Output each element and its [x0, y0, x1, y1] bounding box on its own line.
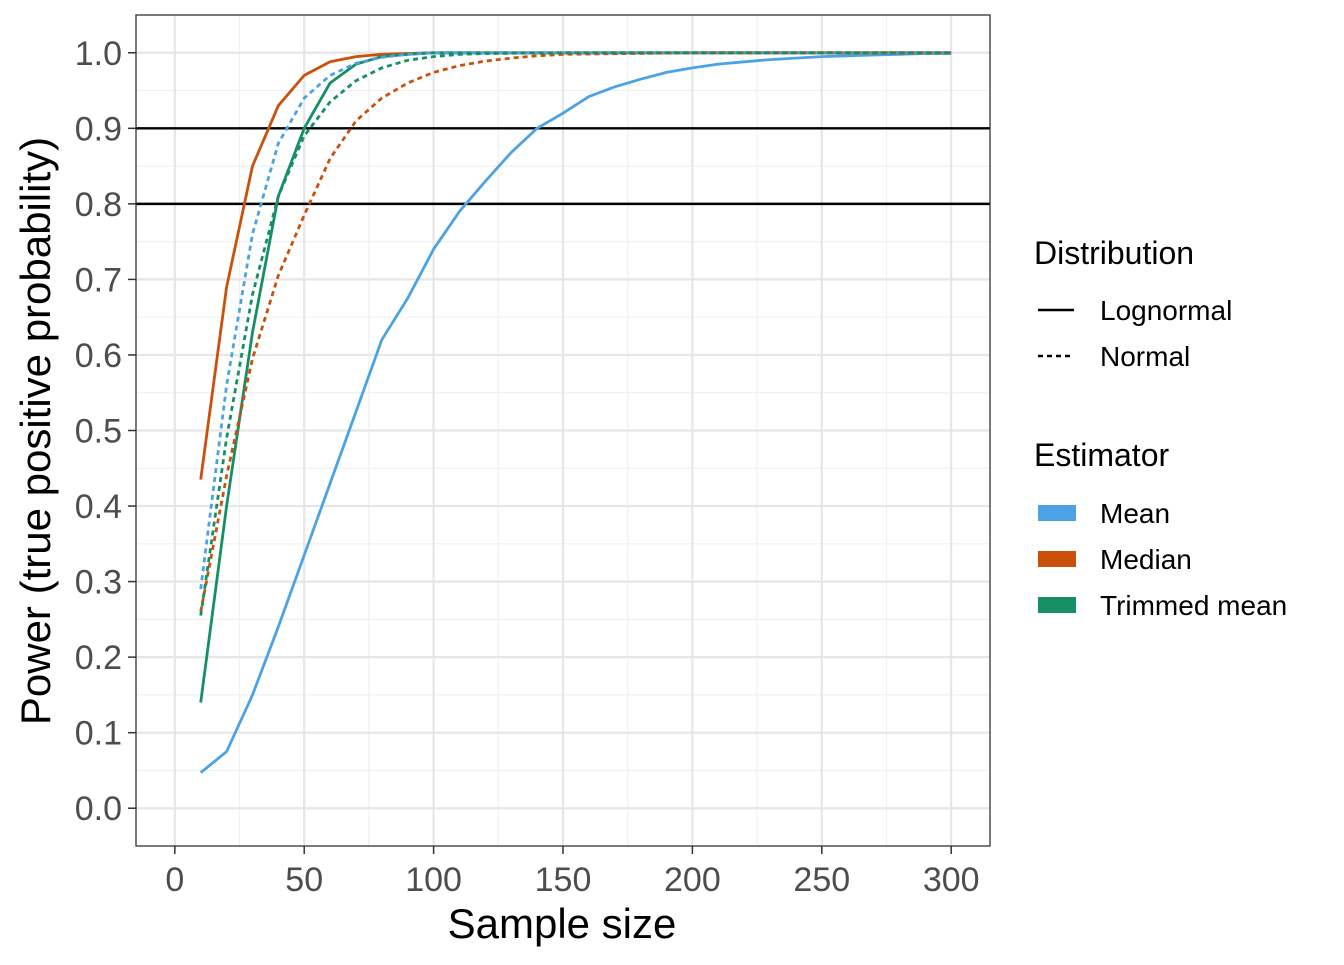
y-axis: 0.0 0.1 0.2 0.3 0.4 0.5 0.6 0.7 0.8 0.9 1.0	[75, 35, 136, 828]
y-tick-label: 0.1	[75, 715, 122, 753]
series-lines	[199, 51, 952, 774]
legend-key-trimmed-mean	[1038, 597, 1076, 613]
x-tick-label: 100	[405, 861, 462, 899]
legend-label: Mean	[1100, 498, 1170, 529]
x-tick-label: 150	[535, 861, 592, 899]
y-tick-label: 0.2	[75, 639, 122, 677]
x-axis-title: Sample size	[448, 900, 677, 947]
x-tick-label: 300	[923, 861, 980, 899]
y-tick-label: 0.8	[75, 186, 122, 224]
reference-lines	[136, 127, 990, 206]
y-axis-title: Power (true positive probability)	[12, 137, 59, 725]
y-tick-label: 0.6	[75, 337, 122, 375]
grid-major	[136, 15, 990, 846]
legend-title: Estimator	[1034, 437, 1169, 473]
series-mean-lognormal	[199, 52, 952, 774]
x-axis: 0 50 100 150 200 250 300	[165, 846, 980, 899]
x-tick-label: 250	[793, 861, 850, 899]
y-tick-label: 0.3	[75, 564, 122, 602]
y-tick-label: 0.0	[75, 790, 122, 828]
y-tick-label: 0.5	[75, 413, 122, 451]
y-tick-label: 0.9	[75, 110, 122, 148]
legend-label: Lognormal	[1100, 295, 1232, 326]
legend-key-mean	[1038, 505, 1076, 521]
legend-label: Trimmed mean	[1100, 590, 1287, 621]
legend-label: Normal	[1100, 341, 1190, 372]
legend-label: Median	[1100, 544, 1192, 575]
series-median-normal	[199, 51, 952, 613]
x-tick-label: 50	[285, 861, 323, 899]
legend-title: Distribution	[1034, 235, 1194, 271]
x-tick-label: 0	[165, 861, 184, 899]
y-tick-label: 0.4	[75, 488, 122, 526]
x-tick-label: 200	[664, 861, 721, 899]
legend: Distribution Lognormal Normal Estimator Mean…	[1034, 235, 1287, 621]
y-tick-label: 0.7	[75, 261, 122, 299]
y-tick-label: 1.0	[75, 35, 122, 73]
legend-key-median	[1038, 551, 1076, 567]
